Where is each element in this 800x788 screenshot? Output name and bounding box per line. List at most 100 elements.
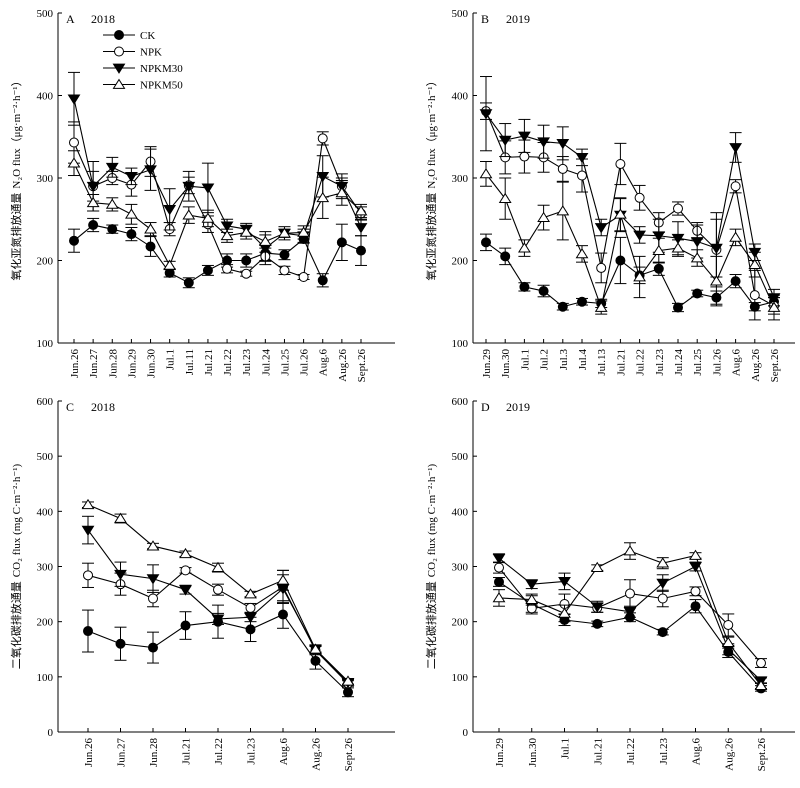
data-point: [316, 191, 330, 203]
x-tick-label: Aug.6: [731, 349, 743, 377]
y-tick-label: 300: [452, 562, 469, 574]
data-point: [309, 643, 322, 654]
chart-panel-c: 0 100 200 300 400 500 600 Jun.26 Jun.27 Jun.28 Jul…: [9, 396, 395, 771]
x-tick-label: Jul.21: [203, 349, 215, 376]
y-tick-label: 500: [452, 8, 469, 20]
y-tick-label: 500: [37, 451, 54, 463]
x-tick-label: Aug.26: [311, 738, 323, 771]
data-point: [356, 245, 366, 256]
x-tick-label: Jun.28: [107, 349, 119, 379]
y-tick-label: 0: [48, 727, 54, 739]
legend-label: NPKM50: [140, 80, 183, 92]
x-tick-label: Jul.22: [222, 349, 234, 376]
data-point: [126, 229, 137, 240]
data-point: [279, 249, 290, 260]
data-point: [69, 137, 79, 148]
data-point: [767, 301, 781, 312]
data-point: [756, 658, 766, 669]
x-tick-label: Jul.24: [673, 349, 685, 376]
data-point: [180, 565, 191, 576]
data-point: [144, 223, 157, 234]
data-point: [481, 237, 491, 248]
panel-label: A: [66, 12, 75, 26]
chart-panel-d: 0 100 200 300 400 500 600 Jun.29 Jun.30 Jul.1 Jul.…: [424, 396, 795, 771]
series-line: [73, 98, 362, 249]
y-axis-title-part: CO₂ flux (mg C·m⁻²·h⁻¹): [11, 463, 23, 577]
x-tick-label: Jul.21: [615, 349, 627, 376]
x-tick-label: Jun.29: [126, 349, 138, 379]
data-point: [652, 244, 666, 255]
data-point: [613, 208, 627, 219]
y-axis-title-part: 氧化亚氮排放通量: [9, 193, 23, 281]
data-point: [730, 181, 741, 192]
data-point: [239, 226, 253, 237]
data-point: [105, 162, 119, 174]
data-point: [525, 593, 539, 604]
data-point: [479, 109, 493, 120]
data-point: [653, 263, 664, 274]
data-point: [625, 588, 635, 599]
y-tick-label: 100: [37, 338, 54, 350]
x-tick-label: Aug.26: [337, 349, 349, 382]
data-point: [634, 192, 645, 203]
data-point: [594, 301, 608, 312]
y-tick-label: 400: [37, 506, 54, 518]
legend-marker: [112, 78, 126, 89]
data-point: [492, 592, 506, 603]
data-point: [343, 687, 353, 698]
panel-year: 2019: [506, 400, 530, 414]
series-npkm50: [479, 161, 781, 321]
chart-panel-a: 100 200 300 400 500 Jun.26 Jun.27 Jun.28 Jun.29 J…: [9, 8, 395, 382]
data-point: [729, 143, 743, 154]
data-point: [692, 288, 703, 299]
x-tick-label: Jul.3: [558, 349, 570, 371]
y-tick-label: 100: [452, 672, 469, 684]
data-point: [244, 612, 257, 624]
data-point: [525, 579, 539, 591]
data-point: [538, 286, 549, 297]
data-point: [69, 235, 79, 246]
data-point: [754, 679, 768, 691]
series-npkm50: [67, 150, 368, 271]
data-point: [182, 181, 196, 193]
data-point: [709, 243, 723, 255]
x-tick-label: Jul.26: [299, 349, 311, 376]
data-point: [211, 614, 225, 625]
data-point: [163, 205, 177, 216]
x-tick-label: Jul.21: [592, 738, 604, 765]
x-tick-label: Sept.26: [769, 349, 781, 383]
x-tick-label: Jul.25: [279, 349, 291, 376]
data-point: [556, 139, 570, 150]
data-point: [709, 275, 723, 286]
data-point: [202, 265, 213, 276]
data-point: [517, 242, 531, 253]
legend: CK NPK NPKM30 NPKM50: [103, 30, 183, 92]
series-line: [485, 110, 775, 307]
y-axis-title-part: CO₂ flux (mg C·m⁻²·h⁻¹): [426, 463, 438, 577]
x-tick-label: Jul.13: [596, 349, 608, 376]
legend-label: CK: [140, 30, 155, 42]
data-point: [146, 540, 160, 551]
y-axis-title: 二氧化碳排放通量 CO₂ flux (mg C·m⁻²·h⁻¹): [9, 463, 23, 669]
data-point: [244, 588, 257, 599]
data-point: [730, 276, 741, 287]
data-point: [671, 242, 685, 253]
x-tick-label: Jul.22: [635, 349, 647, 376]
x-tick-label: Jun.27: [116, 738, 128, 768]
x-tick-label: Jul.1: [165, 349, 177, 370]
data-point: [652, 231, 666, 242]
data-point: [615, 255, 626, 266]
y-axis-title: 二氧化碳排放通量 CO₂ flux (mg C·m⁻²·h⁻¹): [424, 463, 438, 669]
data-point: [519, 151, 530, 162]
data-point: [241, 268, 252, 279]
data-point: [245, 602, 256, 613]
y-tick-label: 200: [37, 256, 54, 268]
series-line: [485, 241, 775, 309]
x-tick-label: Jul.23: [654, 349, 666, 376]
data-point: [124, 208, 138, 219]
y-tick-label: 300: [37, 562, 54, 574]
x-tick-label: Aug.6: [318, 349, 330, 377]
data-point: [557, 301, 568, 312]
data-point: [179, 585, 192, 596]
data-point: [83, 570, 93, 581]
